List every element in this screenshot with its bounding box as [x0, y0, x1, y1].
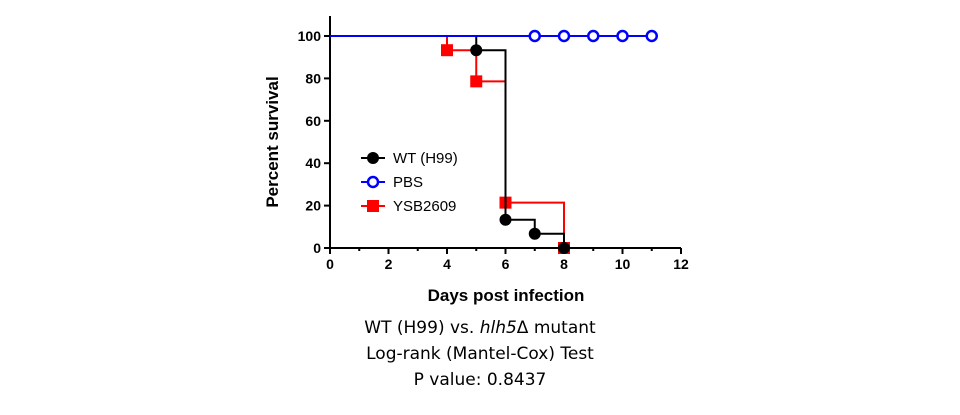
series-pbs: [330, 29, 658, 43]
series-line-ysb2609: [330, 35, 565, 248]
legend-item-ysb2609: YSB2609: [361, 198, 456, 215]
legend-label: YSB2609: [393, 198, 456, 215]
data-point-pbs: [645, 29, 658, 43]
x-tick-label: 0: [326, 256, 334, 272]
caption-line-1: WT (H99) vs. hlh5Δ mutant: [0, 318, 960, 338]
series-wt-h99: [330, 35, 570, 254]
caption-line-2: Log-rank (Mantel-Cox) Test: [366, 344, 594, 364]
y-tick-label: 20: [305, 198, 321, 214]
data-point-wt-h99: [499, 213, 512, 226]
legend-label: PBS: [393, 174, 423, 191]
data-point-ysb2609: [470, 75, 483, 88]
chart-axes: 0 20 40 60 80 100 0 2 4 6 8 10 12: [298, 16, 689, 272]
series-line-wt-h99: [330, 35, 565, 248]
legend-marker: [367, 200, 379, 212]
legend-item-pbs: PBS: [361, 174, 423, 191]
chart-legend: WT (H99) PBS YSB2609: [361, 150, 458, 215]
data-point-wt-h99: [558, 242, 570, 254]
x-tick-label: 10: [615, 256, 631, 272]
legend-marker: [367, 152, 379, 164]
x-axis-label: Days post infection: [428, 286, 585, 305]
data-point-pbs: [616, 29, 629, 43]
x-tick-label: 4: [443, 256, 451, 272]
y-tick-label: 0: [313, 240, 321, 256]
legend-marker: [366, 175, 380, 189]
data-point-wt-h99: [528, 227, 541, 240]
x-tick-label: 2: [385, 256, 393, 272]
caption-gene-name: hlh5: [479, 318, 517, 338]
caption-line-3: P value: 0.8437: [413, 370, 547, 390]
series-layer: [330, 29, 658, 254]
caption-comparison-prefix: WT (H99) vs.: [364, 318, 480, 338]
y-axis-label: Percent survival: [263, 76, 282, 207]
y-tick-label: 60: [305, 113, 321, 129]
x-tick-label: 6: [502, 256, 510, 272]
x-tick-label: 12: [673, 256, 689, 272]
data-point-pbs: [528, 29, 541, 43]
x-tick-label: 8: [560, 256, 568, 272]
data-point-ysb2609: [441, 44, 453, 57]
y-tick-label: 100: [298, 28, 322, 44]
data-point-pbs: [587, 29, 600, 43]
data-point-wt-h99: [470, 44, 483, 57]
legend-item-wt-h99: WT (H99): [361, 150, 458, 167]
caption-comparison-suffix: Δ mutant: [516, 318, 596, 338]
data-point-pbs: [557, 29, 571, 43]
y-tick-label: 80: [305, 70, 321, 86]
y-tick-label: 40: [305, 155, 321, 171]
legend-label: WT (H99): [393, 150, 458, 167]
